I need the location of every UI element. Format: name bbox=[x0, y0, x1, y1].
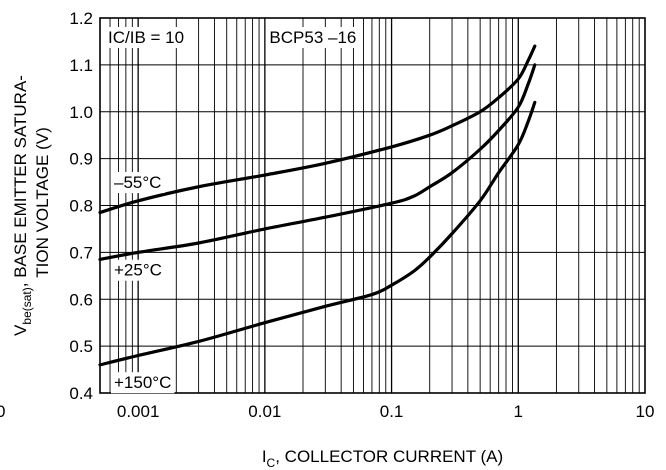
y-axis-label-sub: be(sat) bbox=[20, 287, 34, 324]
y-tick-label: 1.2 bbox=[69, 9, 93, 28]
part-annotation: BCP53 –16 bbox=[269, 28, 356, 47]
x-tick-label: 0.1 bbox=[380, 402, 404, 421]
annotation-backing bbox=[111, 172, 165, 194]
curve-label: +25°C bbox=[114, 261, 162, 280]
x-tick-label: 1 bbox=[514, 402, 523, 421]
curves bbox=[98, 44, 537, 367]
x-tick-label: 10 bbox=[636, 402, 655, 421]
y-tick-label: 1.1 bbox=[69, 56, 93, 75]
origin-label: 0 bbox=[0, 402, 5, 421]
y-tick-label: 1.0 bbox=[69, 103, 93, 122]
y-tick-label: 0.5 bbox=[69, 337, 93, 356]
series-line-1 bbox=[98, 63, 537, 262]
y-axis-label-rest: , BASE EMITTER SATURA- bbox=[11, 75, 30, 287]
annotation-boxes bbox=[105, 27, 360, 394]
annotation-backing bbox=[111, 372, 175, 394]
y-tick-label: 0.9 bbox=[69, 150, 93, 169]
curve-label: +150°C bbox=[114, 373, 171, 392]
y-tick-label: 0.7 bbox=[69, 243, 93, 262]
annotation-backing bbox=[105, 27, 188, 48]
y-tick-label: 0.4 bbox=[69, 384, 93, 403]
y-tick-label: 0.8 bbox=[69, 197, 93, 216]
x-axis-label: IC, COLLECTOR CURRENT (A) bbox=[262, 447, 503, 470]
x-tick-labels: 0.001 0.01 0.1 1 10 bbox=[117, 402, 655, 421]
y-tick-labels: 0.4 0.5 0.6 0.7 0.8 0.9 1.0 1.1 1.2 bbox=[69, 9, 93, 403]
x-tick-label: 0.001 bbox=[117, 402, 160, 421]
annotation-backing bbox=[111, 259, 165, 281]
y-axis-label-line1: Vbe(sat), BASE EMITTER SATURA- bbox=[11, 75, 34, 336]
plot-frame bbox=[99, 17, 646, 394]
series-line-0 bbox=[98, 44, 537, 215]
major-grid bbox=[100, 17, 645, 394]
curve-label: –55°C bbox=[114, 173, 161, 192]
x-axis-label-sub: C bbox=[267, 456, 276, 470]
curve-labels: –55°C +25°C +150°C bbox=[114, 173, 171, 392]
series-line-2 bbox=[98, 100, 537, 367]
annotation-backing bbox=[266, 27, 360, 48]
x-axis-label-rest: , COLLECTOR CURRENT (A) bbox=[275, 447, 503, 466]
y-axis-label-line2: TION VOLTAGE (V) bbox=[33, 127, 52, 278]
x-tick-label: 0.01 bbox=[248, 402, 281, 421]
condition-annotation: IC/IB = 10 bbox=[108, 28, 184, 47]
x-axis-label-main: I bbox=[262, 447, 267, 466]
y-axis-label-main: V bbox=[11, 324, 30, 336]
y-tick-label: 0.6 bbox=[69, 290, 93, 309]
